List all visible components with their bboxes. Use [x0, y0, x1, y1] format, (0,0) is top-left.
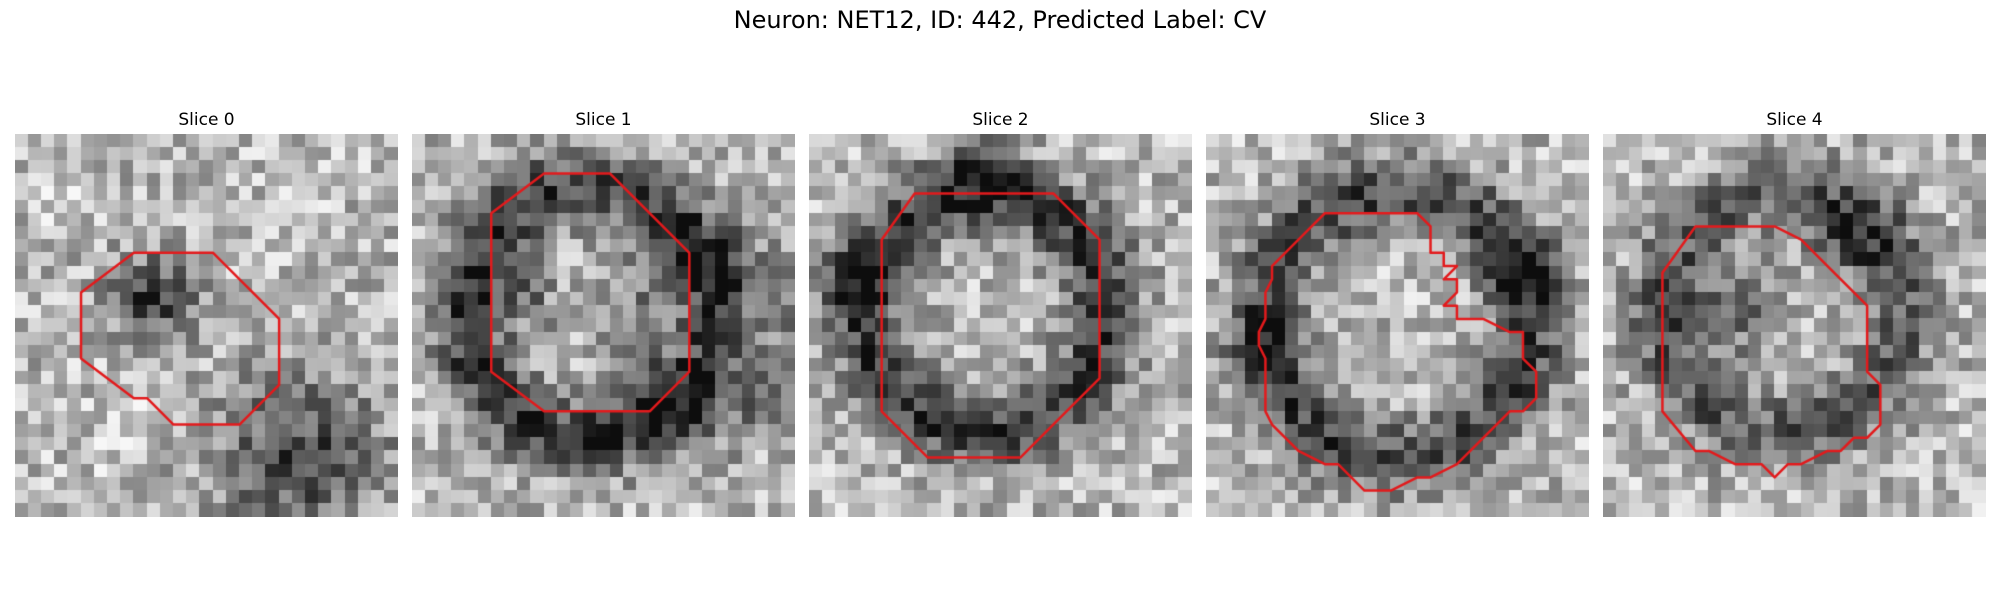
slice-image: [412, 134, 795, 517]
slice-image: [1603, 134, 1986, 517]
slice-panel-2: Slice 2: [809, 108, 1192, 517]
slice-title: Slice 4: [1766, 110, 1823, 130]
slice-image: [15, 134, 398, 517]
slice-title: Slice 3: [1369, 110, 1426, 130]
figure-title: Neuron: NET12, ID: 442, Predicted Label:…: [733, 6, 1267, 34]
slice-image: [809, 134, 1192, 517]
slice-panel-0: Slice 0: [15, 108, 398, 517]
slice-panel-4: Slice 4: [1603, 108, 1986, 517]
slice-panel-3: Slice 3: [1206, 108, 1589, 517]
slice-panel-1: Slice 1: [412, 108, 795, 517]
slice-title: Slice 1: [575, 110, 632, 130]
slice-image: [1206, 134, 1589, 517]
slice-title: Slice 0: [178, 110, 235, 130]
slice-title: Slice 2: [972, 110, 1029, 130]
